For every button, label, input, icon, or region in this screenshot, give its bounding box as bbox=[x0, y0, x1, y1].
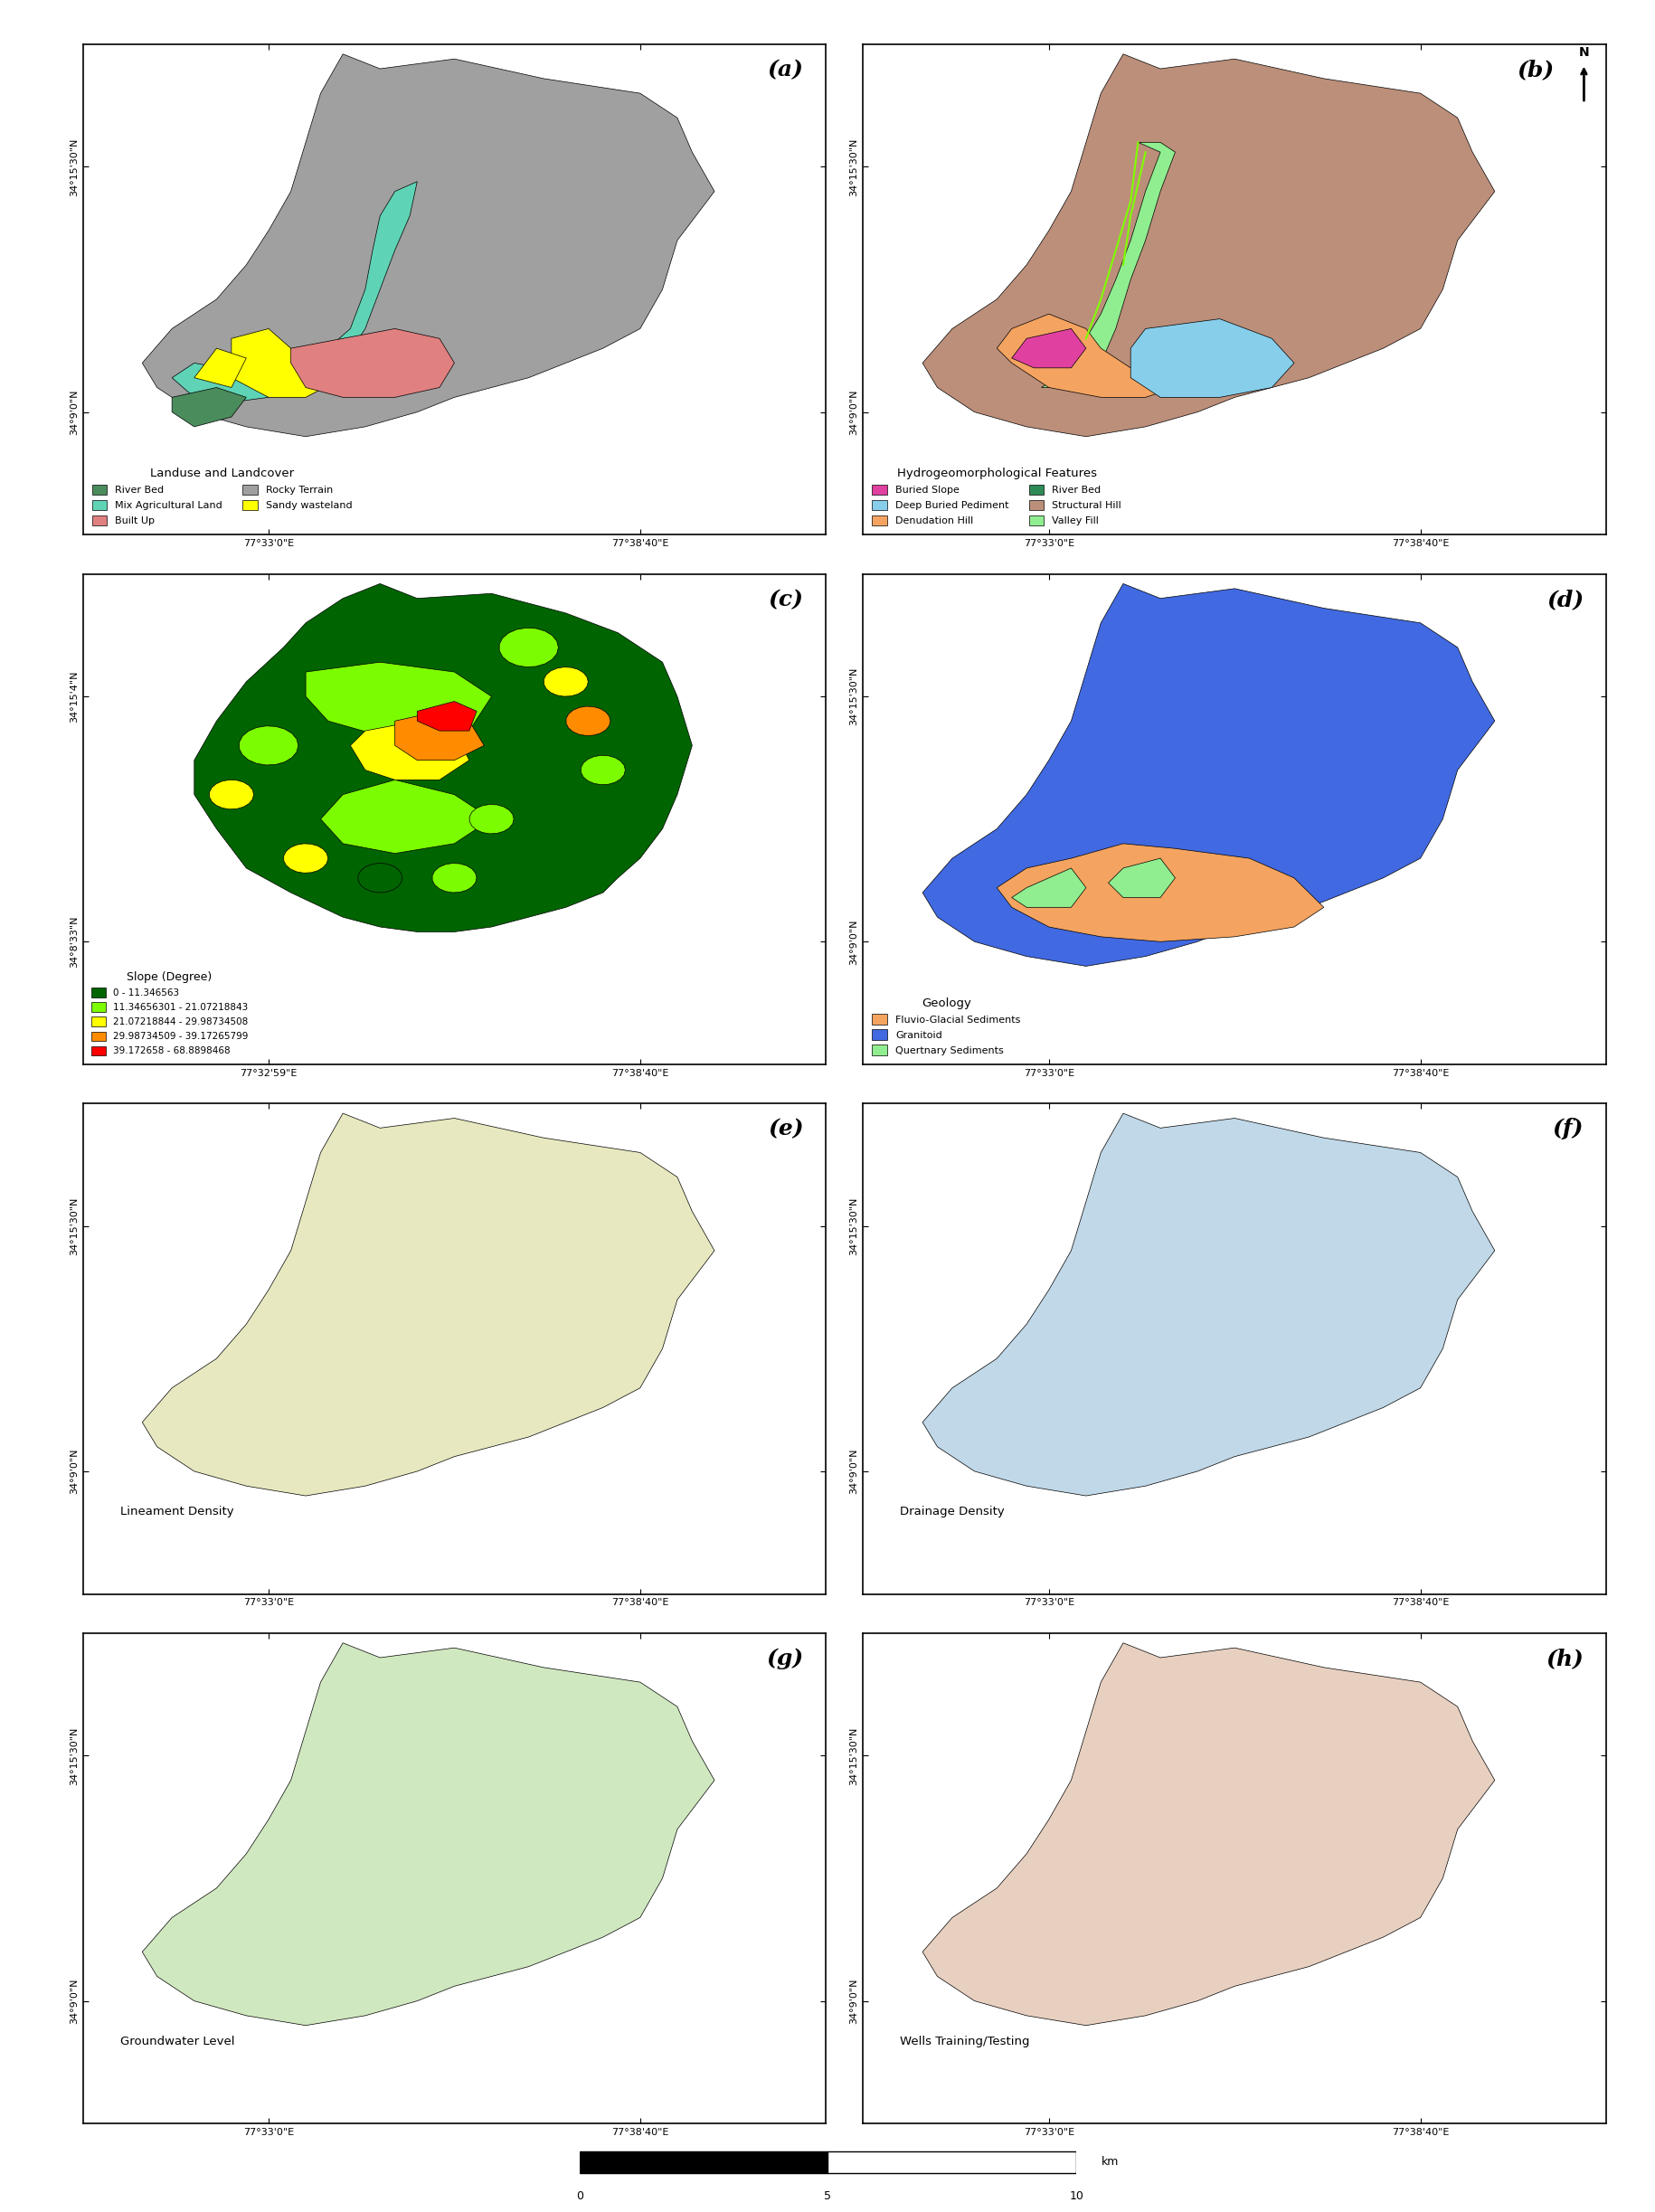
Polygon shape bbox=[194, 347, 247, 387]
Polygon shape bbox=[194, 584, 692, 931]
Text: 5: 5 bbox=[824, 2190, 831, 2201]
Polygon shape bbox=[357, 863, 402, 894]
Text: 10: 10 bbox=[1069, 2190, 1082, 2201]
Polygon shape bbox=[1011, 330, 1086, 367]
Polygon shape bbox=[238, 726, 298, 765]
Polygon shape bbox=[922, 1644, 1494, 2026]
Polygon shape bbox=[566, 706, 611, 737]
Polygon shape bbox=[351, 721, 468, 781]
Polygon shape bbox=[142, 1113, 713, 1495]
Polygon shape bbox=[172, 387, 247, 427]
Polygon shape bbox=[996, 843, 1322, 942]
Polygon shape bbox=[1107, 858, 1175, 898]
Polygon shape bbox=[321, 781, 492, 854]
Polygon shape bbox=[543, 668, 588, 697]
Polygon shape bbox=[1041, 142, 1175, 387]
Bar bbox=[828, 2150, 1076, 2172]
Text: (e): (e) bbox=[768, 1119, 803, 1139]
Legend: Buried Slope, Deep Buried Pediment, Denudation Hill, River Bed, Structural Hill,: Buried Slope, Deep Buried Pediment, Denu… bbox=[867, 465, 1125, 529]
Text: (f): (f) bbox=[1552, 1119, 1584, 1139]
Legend: River Bed, Mix Agricultural Land, Built Up, Rocky Terrain, Sandy wasteland: River Bed, Mix Agricultural Land, Built … bbox=[88, 465, 356, 529]
Text: Drainage Density: Drainage Density bbox=[900, 1506, 1005, 1517]
Polygon shape bbox=[922, 53, 1494, 436]
Polygon shape bbox=[1011, 867, 1086, 907]
Text: km: km bbox=[1101, 2157, 1119, 2168]
Text: (d): (d) bbox=[1546, 588, 1584, 611]
Text: Groundwater Level: Groundwater Level bbox=[119, 2035, 235, 2046]
Text: (g): (g) bbox=[766, 1648, 803, 1670]
Polygon shape bbox=[142, 1644, 713, 2026]
Polygon shape bbox=[922, 1113, 1494, 1495]
Bar bbox=[579, 2150, 828, 2172]
Text: (h): (h) bbox=[1546, 1648, 1584, 1670]
Polygon shape bbox=[209, 781, 253, 810]
Polygon shape bbox=[996, 314, 1175, 398]
Text: (b): (b) bbox=[1516, 60, 1554, 80]
Legend: 0 - 11.346563, 11.34656301 - 21.07218843, 21.07218844 - 29.98734508, 29.98734509: 0 - 11.346563, 11.34656301 - 21.07218843… bbox=[88, 967, 252, 1060]
Polygon shape bbox=[283, 843, 328, 874]
Text: Lineament Density: Lineament Density bbox=[119, 1506, 233, 1517]
Polygon shape bbox=[232, 330, 343, 398]
Text: 0: 0 bbox=[576, 2190, 583, 2201]
Text: (c): (c) bbox=[768, 588, 803, 611]
Text: (a): (a) bbox=[766, 60, 803, 80]
Polygon shape bbox=[172, 181, 417, 403]
Polygon shape bbox=[500, 628, 558, 668]
Polygon shape bbox=[922, 584, 1494, 967]
Text: Wells Training/Testing: Wells Training/Testing bbox=[900, 2035, 1029, 2046]
Text: N: N bbox=[1577, 46, 1589, 60]
Polygon shape bbox=[394, 712, 483, 761]
Polygon shape bbox=[291, 330, 453, 398]
Polygon shape bbox=[306, 661, 492, 745]
Polygon shape bbox=[1130, 319, 1294, 398]
Legend: Fluvio-Glacial Sediments, Granitoid, Quertnary Sediments: Fluvio-Glacial Sediments, Granitoid, Que… bbox=[867, 993, 1024, 1060]
Polygon shape bbox=[581, 754, 626, 785]
Polygon shape bbox=[417, 701, 477, 730]
Polygon shape bbox=[142, 53, 713, 436]
Polygon shape bbox=[432, 863, 477, 894]
Polygon shape bbox=[470, 805, 513, 834]
